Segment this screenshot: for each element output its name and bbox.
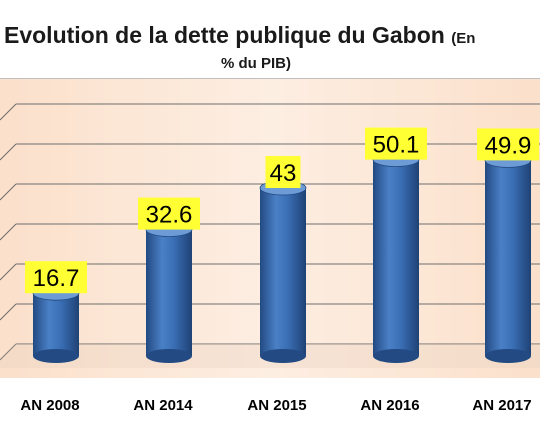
bar-base — [373, 349, 419, 363]
bar-body — [485, 160, 531, 356]
bar-body — [373, 159, 419, 356]
gridline-diagonal — [0, 343, 17, 361]
bar-1 — [32, 285, 80, 363]
bar-5 — [484, 152, 532, 363]
data-label-text: 50.1 — [373, 132, 420, 159]
data-label-4: 50.1 — [365, 127, 427, 160]
data-labels: 16.7 32.6 43 50.1 49.9 — [25, 127, 539, 294]
category-label-2: AN 2014 — [133, 397, 193, 414]
chart-title-unit: (En — [451, 30, 476, 47]
data-label-bg — [477, 128, 539, 161]
data-label-bg — [265, 156, 301, 188]
bar-base — [146, 349, 192, 363]
bar-4 — [372, 152, 420, 363]
data-label-2: 32.6 — [138, 197, 200, 230]
data-label-text: 49.9 — [485, 132, 532, 159]
category-label-3: AN 2015 — [247, 397, 306, 414]
category-label-1: AN 2008 — [20, 397, 79, 414]
gridline-diagonal — [0, 303, 17, 321]
chart-title-main: Evolution de la dette publique du Gabon — [4, 22, 445, 48]
category-label-4: AN 2016 — [360, 397, 419, 414]
bar-base — [485, 349, 531, 363]
data-label-3: 43 — [265, 156, 301, 188]
category-label-5: AN 2017 — [472, 397, 531, 414]
bar-3 — [259, 180, 307, 363]
data-label-text: 32.6 — [146, 202, 193, 229]
data-label-bg — [25, 261, 87, 294]
gridline-diagonal — [0, 223, 17, 241]
bar-2 — [145, 222, 193, 363]
bar-base — [260, 349, 306, 363]
bar-body — [33, 293, 79, 356]
gridline-diagonal — [0, 103, 17, 121]
gridline-diagonal — [0, 183, 17, 201]
data-label-5: 49.9 — [477, 128, 539, 161]
data-label-text: 43 — [270, 160, 297, 187]
data-label-bg — [138, 197, 200, 230]
data-label-text: 16.7 — [33, 265, 80, 292]
category-labels: AN 2008 AN 2014 AN 2015 AN 2016 AN 2017 — [20, 397, 531, 414]
chart-subtitle: % du PIB) — [221, 55, 291, 72]
bar-base — [33, 349, 79, 363]
chart-title: Evolution de la dette publique du Gabon … — [0, 22, 540, 49]
data-label-1: 16.7 — [25, 261, 87, 294]
gridline-diagonal — [0, 143, 17, 161]
gridline-diagonal — [0, 263, 17, 281]
bar-body — [260, 188, 306, 356]
bar-body — [146, 229, 192, 356]
plot-top-border — [0, 78, 540, 79]
data-label-bg — [365, 127, 427, 160]
